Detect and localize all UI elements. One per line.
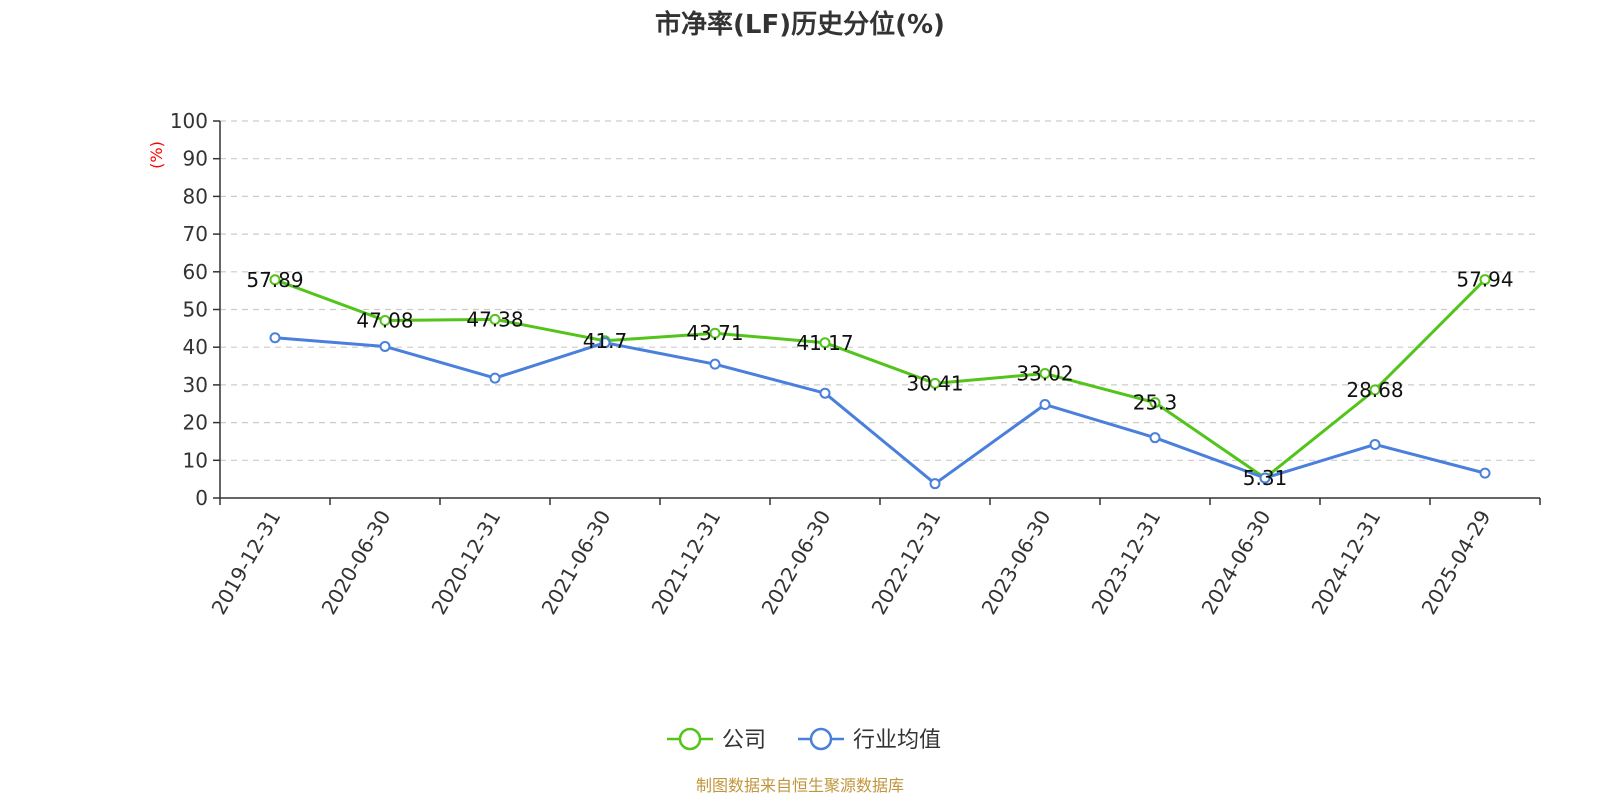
- data-label: 30.41: [906, 371, 963, 395]
- axes: 0 10 20 30 40 50 60 70 80 90 100 2019-12-31 2020-06-…: [170, 109, 1541, 619]
- series-point: [929, 478, 941, 490]
- y-tick-label: 60: [183, 260, 208, 284]
- series-point: [709, 327, 721, 339]
- y-tick-label: 100: [170, 109, 208, 133]
- data-label: 47.38: [466, 307, 523, 331]
- y-tick-label: 0: [195, 486, 208, 510]
- series-point: [379, 340, 391, 352]
- y-tick-label: 20: [183, 411, 208, 435]
- series-point: [1039, 368, 1051, 380]
- data-label: 41.7: [583, 329, 628, 353]
- x-tick-label: 2021-06-30: [536, 506, 615, 619]
- series-line-0: [274, 278, 1487, 480]
- data-labels: 57.89 47.08 47.38 41.7 43.71 41.17 30.41 33.02 2…: [246, 268, 1513, 490]
- x-tick-label: 2025-04-29: [1416, 506, 1495, 619]
- x-tick-label: 2020-12-31: [426, 506, 505, 619]
- series-point: [1369, 384, 1381, 396]
- data-label: 57.94: [1456, 268, 1513, 292]
- series-point: [1149, 397, 1161, 409]
- series-line-1: [274, 336, 1486, 486]
- y-axis-unit: (%): [147, 141, 166, 169]
- y-tick-label: 70: [183, 222, 208, 246]
- series-point: [1039, 399, 1051, 411]
- x-tick-label: 2024-12-31: [1306, 506, 1385, 619]
- data-label: 47.08: [356, 309, 413, 333]
- y-tick-label: 50: [183, 298, 208, 322]
- legend-swatch-marker: [809, 727, 833, 751]
- series-point: [269, 274, 281, 286]
- x-tick-label: 2023-06-30: [976, 506, 1055, 619]
- x-tick-label: 2022-12-31: [866, 506, 945, 619]
- data-label: 5.31: [1243, 466, 1288, 490]
- data-label: 41.17: [796, 331, 853, 355]
- legend-item-0[interactable]: 公司: [667, 727, 766, 753]
- data-label: 28.68: [1346, 378, 1403, 402]
- data-label: 43.71: [686, 321, 743, 345]
- legend-swatch-marker: [678, 727, 702, 751]
- series-point: [709, 358, 721, 370]
- series-point: [1479, 467, 1491, 479]
- series-point: [599, 337, 611, 349]
- series-point: [379, 315, 391, 327]
- series-point: [489, 372, 501, 384]
- series-point: [1479, 274, 1491, 286]
- x-tick-label: 2024-06-30: [1196, 506, 1275, 619]
- series-point: [819, 387, 831, 399]
- data-label: 33.02: [1016, 362, 1073, 386]
- y-tick-label: 10: [183, 448, 208, 472]
- legend-label: 公司: [722, 728, 766, 753]
- data-label: 25.3: [1133, 391, 1178, 415]
- x-tick-label: 2022-06-30: [756, 506, 835, 619]
- legend-item-1[interactable]: 行业均值: [798, 727, 941, 753]
- legend-label: 行业均值: [853, 728, 941, 753]
- chart-title: 市净率(LF)历史分位(%): [655, 9, 945, 40]
- y-tick-label: 90: [183, 147, 208, 171]
- series-point: [489, 313, 501, 325]
- x-tick-label: 2020-06-30: [316, 506, 395, 619]
- series-layer: [269, 274, 1491, 490]
- y-tick-label: 30: [183, 373, 208, 397]
- source-note: 制图数据来自恒生聚源数据库: [696, 776, 904, 795]
- y-tick-label: 40: [183, 335, 208, 359]
- y-tick-label: 80: [183, 184, 208, 208]
- grid: [220, 120, 1540, 461]
- x-tick-label: 2023-12-31: [1086, 506, 1165, 619]
- data-label: 57.89: [246, 268, 303, 292]
- series-point: [1149, 432, 1161, 444]
- x-tick-label: 2019-12-31: [206, 506, 285, 619]
- series-point: [269, 332, 281, 344]
- series-point: [1259, 472, 1271, 484]
- series-point: [819, 337, 831, 349]
- series-point: [929, 377, 941, 389]
- series-point: [1369, 438, 1381, 450]
- legend[interactable]: 公司 行业均值: [667, 727, 941, 753]
- x-tick-label: 2021-12-31: [646, 506, 725, 619]
